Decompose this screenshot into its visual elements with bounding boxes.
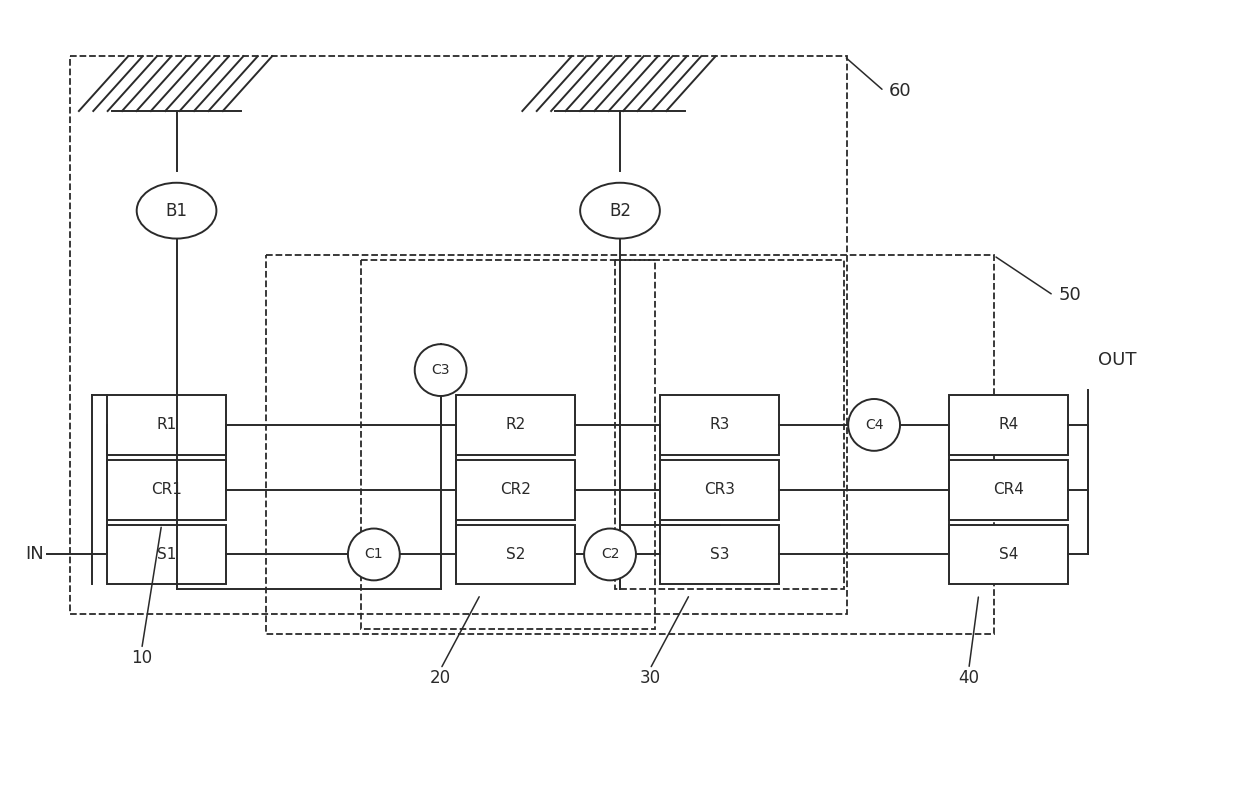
Bar [107, 395, 227, 455]
Text: S3: S3 [711, 547, 729, 562]
Bar [455, 460, 575, 520]
Circle shape [414, 344, 466, 396]
Bar [107, 525, 227, 584]
Ellipse shape [136, 183, 217, 239]
Text: B2: B2 [609, 201, 631, 220]
Bar [615, 260, 844, 589]
Bar [660, 460, 780, 520]
Bar [361, 260, 655, 629]
Text: C2: C2 [601, 548, 619, 561]
Text: 30: 30 [640, 669, 661, 687]
Text: 20: 20 [430, 669, 451, 687]
Text: IN: IN [25, 545, 43, 564]
Text: CR2: CR2 [500, 482, 531, 498]
Bar [267, 256, 993, 634]
Text: R1: R1 [156, 417, 177, 432]
Text: CR3: CR3 [704, 482, 735, 498]
Bar [949, 395, 1069, 455]
Text: OUT: OUT [1099, 351, 1137, 369]
Text: C1: C1 [365, 548, 383, 561]
Bar [455, 525, 575, 584]
Bar [455, 395, 575, 455]
Bar [949, 525, 1069, 584]
Bar [660, 525, 780, 584]
Text: S1: S1 [157, 547, 176, 562]
Text: C4: C4 [864, 418, 883, 432]
Circle shape [584, 529, 636, 580]
Text: S2: S2 [506, 547, 525, 562]
Text: CR4: CR4 [993, 482, 1024, 498]
Text: 10: 10 [131, 649, 153, 667]
Text: 60: 60 [889, 82, 911, 100]
Bar [949, 460, 1069, 520]
Circle shape [348, 529, 399, 580]
Bar [69, 57, 847, 615]
Text: R2: R2 [505, 417, 526, 432]
Text: 50: 50 [1059, 287, 1081, 304]
Bar [660, 395, 780, 455]
Text: R4: R4 [998, 417, 1019, 432]
Text: 40: 40 [959, 669, 980, 687]
Text: C3: C3 [432, 363, 450, 377]
Ellipse shape [580, 183, 660, 239]
Text: S4: S4 [999, 547, 1018, 562]
Text: B1: B1 [166, 201, 187, 220]
Bar [107, 460, 227, 520]
Circle shape [848, 399, 900, 451]
Text: CR1: CR1 [151, 482, 182, 498]
Text: R3: R3 [709, 417, 730, 432]
